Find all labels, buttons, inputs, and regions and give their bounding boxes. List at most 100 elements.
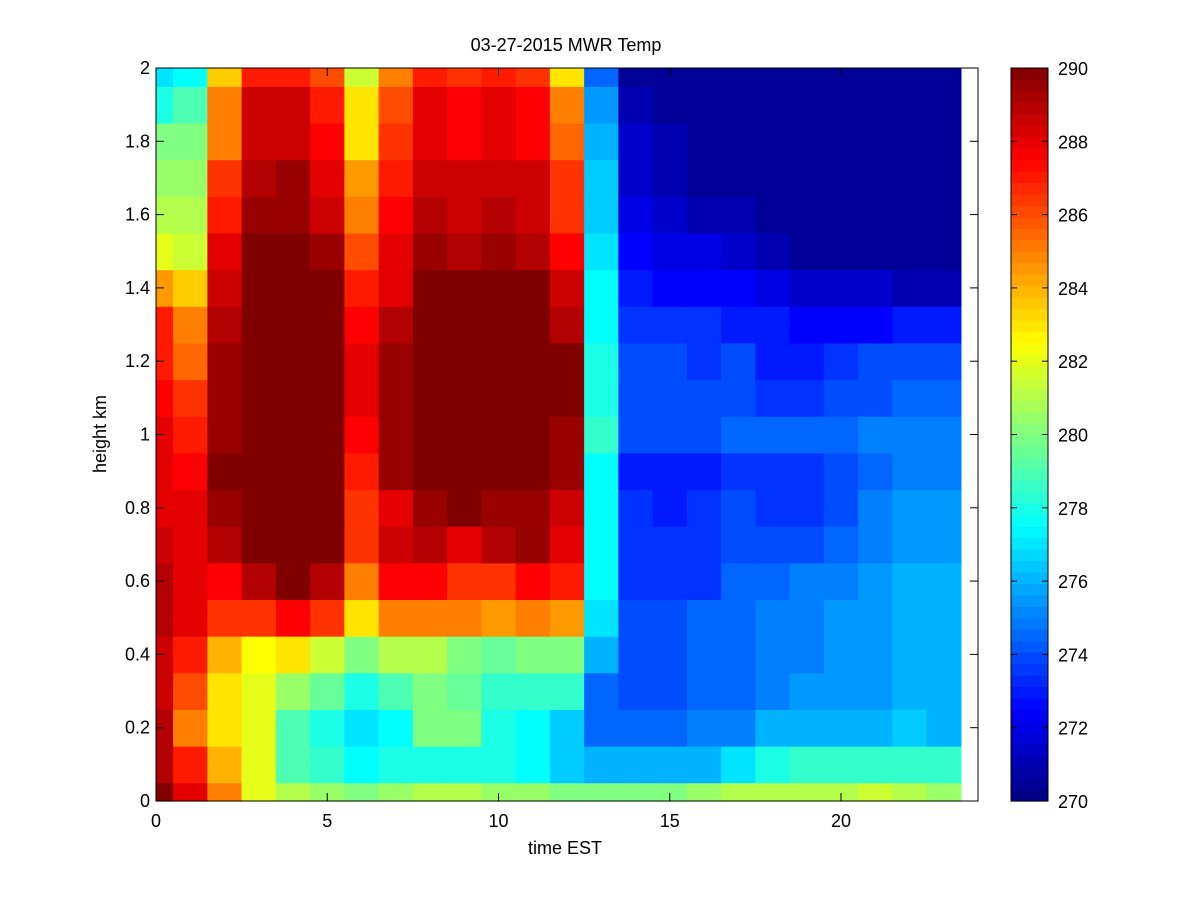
heatmap-cell: [652, 672, 688, 710]
heatmap-cell: [378, 269, 414, 307]
heatmap-cell: [892, 636, 928, 674]
heatmap-cell: [173, 672, 208, 710]
heatmap-cell: [858, 342, 893, 381]
heatmap-cell: [652, 86, 688, 124]
colorbar-segment: [1011, 720, 1048, 733]
heatmap-cell: [823, 379, 859, 417]
heatmap-cell: [481, 636, 517, 674]
heatmap-cell: [156, 746, 174, 784]
colorbar-segment: [1011, 90, 1048, 103]
heatmap-cell: [892, 196, 928, 234]
heatmap-cell: [447, 746, 482, 784]
heatmap-cell: [892, 122, 928, 161]
heatmap-cell: [275, 452, 311, 491]
heatmap-cell: [926, 709, 962, 747]
heatmap-cell: [755, 379, 791, 417]
heatmap-cell: [652, 196, 688, 234]
heatmap-cell: [207, 306, 243, 344]
heatmap-cell: [310, 672, 345, 710]
heatmap-cell: [926, 452, 962, 491]
heatmap-cell: [618, 379, 654, 417]
heatmap-cell: [652, 379, 688, 417]
heatmap-cell: [481, 526, 517, 564]
colorbar-segment: [1011, 491, 1048, 504]
heatmap-cell: [241, 86, 277, 124]
heatmap-cell: [858, 68, 893, 87]
heatmap-cell: [344, 782, 380, 802]
heatmap-cell: [789, 68, 825, 87]
heatmap-cell: [310, 159, 345, 197]
colorbar-segment: [1011, 102, 1048, 115]
heatmap-cell: [926, 672, 962, 710]
heatmap-cell: [721, 526, 756, 564]
heatmap-cell: [412, 379, 448, 417]
heatmap-cell: [412, 709, 448, 747]
heatmap-cell: [344, 746, 380, 784]
heatmap-cell: [241, 599, 277, 637]
heatmap-cell: [686, 68, 722, 87]
heatmap-cell: [310, 526, 345, 564]
heatmap-cell: [858, 122, 893, 161]
heatmap-cell: [892, 342, 928, 381]
colorbar-segment: [1011, 640, 1048, 653]
heatmap-cell: [344, 416, 380, 454]
heatmap-cell: [926, 379, 962, 417]
colorbar-segment: [1011, 468, 1048, 481]
heatmap-cell: [721, 782, 756, 802]
heatmap-cell: [344, 709, 380, 747]
y-tick-label: 2: [140, 58, 150, 78]
heatmap-cell: [858, 416, 893, 454]
heatmap-cell: [858, 709, 893, 747]
colorbar-segment: [1011, 113, 1048, 126]
heatmap-cell: [892, 232, 928, 271]
heatmap-cell: [481, 599, 517, 637]
heatmap-cell: [584, 526, 619, 564]
heatmap-cell: [618, 489, 654, 527]
heatmap-cell: [378, 782, 414, 802]
heatmap-cell: [447, 709, 482, 747]
heatmap-cell: [378, 526, 414, 564]
colorbar-segment: [1011, 285, 1048, 298]
heatmap-cell: [584, 416, 619, 454]
heatmap-cell: [755, 269, 791, 307]
heatmap-cell: [310, 746, 345, 784]
heatmap-cell: [926, 68, 962, 87]
heatmap-cell: [173, 342, 208, 381]
heatmap-cell: [892, 672, 928, 710]
heatmap-cell: [686, 782, 722, 802]
heatmap-cell: [926, 782, 962, 802]
heatmap-cell: [652, 746, 688, 784]
heatmap-cell: [549, 416, 585, 454]
colorbar-segment: [1011, 171, 1048, 184]
heatmap-cell: [755, 86, 791, 124]
colorbar-segment: [1011, 606, 1048, 619]
heatmap-cell: [447, 562, 482, 601]
x-tick-label: 20: [831, 811, 851, 831]
heatmap-cell: [173, 489, 208, 527]
heatmap-cell: [412, 232, 448, 271]
heatmap-cell: [926, 269, 962, 307]
heatmap-cell: [515, 672, 551, 710]
heatmap-cell: [549, 122, 585, 161]
heatmap-cell: [686, 122, 722, 161]
colorbar-segment: [1011, 193, 1048, 207]
heatmap-cell: [344, 489, 380, 527]
heatmap-cell: [789, 599, 825, 637]
heatmap-cell: [412, 746, 448, 784]
heatmap-cell: [241, 746, 277, 784]
heatmap-cell: [344, 269, 380, 307]
heatmap-cell: [721, 269, 756, 307]
heatmap-cell: [549, 68, 585, 87]
heatmap-cell: [584, 636, 619, 674]
heatmap-cell: [549, 306, 585, 344]
heatmap-cell: [173, 782, 208, 802]
colorbar-segment: [1011, 480, 1048, 493]
heatmap-cell: [584, 672, 619, 710]
heatmap-cell: [618, 86, 654, 124]
heatmap-cell: [515, 379, 551, 417]
heatmap-cell: [926, 342, 962, 381]
heatmap-cell: [686, 379, 722, 417]
heatmap-cell: [241, 122, 277, 161]
heatmap-cell: [584, 68, 619, 87]
